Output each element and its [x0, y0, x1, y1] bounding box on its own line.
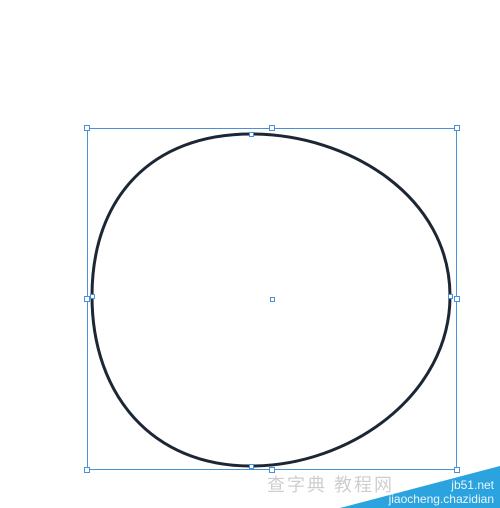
selection-handle-ne[interactable] — [454, 125, 460, 131]
editor-canvas[interactable]: 查字典 教程网 jb51.net jiaocheng.chazidian — [0, 0, 500, 508]
selection-handle-nw[interactable] — [84, 125, 90, 131]
selection-handle-n[interactable] — [269, 125, 275, 131]
anchor-point-left[interactable] — [90, 294, 95, 299]
selection-handle-s[interactable] — [269, 467, 275, 473]
anchor-point-top[interactable] — [249, 132, 254, 137]
anchor-point-bottom[interactable] — [249, 464, 254, 469]
vector-path-object[interactable] — [0, 0, 500, 508]
selection-handle-sw[interactable] — [84, 467, 90, 473]
watermark-line1: jb51.net — [451, 478, 494, 492]
selection-center-mark — [270, 297, 275, 302]
watermark-text: 查字典 教程网 jb51.net jiaocheng.chazidian — [389, 478, 494, 506]
anchor-point-right[interactable] — [448, 294, 453, 299]
watermark-line2: jiaocheng.chazidian — [389, 492, 494, 506]
watermark-ghost-text: 查字典 教程网 — [267, 478, 394, 492]
selection-handle-e[interactable] — [454, 296, 460, 302]
